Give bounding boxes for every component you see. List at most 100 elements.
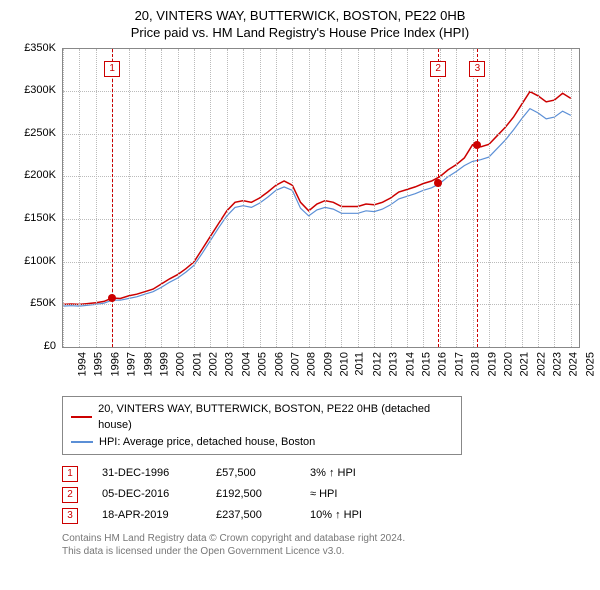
gridline-v: [79, 49, 80, 347]
gridline-v: [161, 49, 162, 347]
x-tick-label: 2025: [584, 352, 596, 376]
gridline-h: [63, 91, 579, 92]
event-date: 18-APR-2019: [102, 505, 192, 526]
y-axis-labels: £0£50K£100K£150K£200K£250K£300K£350K: [12, 48, 60, 348]
title-line2: Price paid vs. HM Land Registry's House …: [12, 25, 588, 42]
gridline-v: [178, 49, 179, 347]
event-row: 1 31-DEC-1996 £57,500 3% ↑ HPI: [62, 463, 588, 484]
gridline-v: [210, 49, 211, 347]
y-tick-label: £0: [44, 340, 56, 352]
x-axis-labels: 1994 1995 1996 1997 1998 1999 2000 2001 2002 2003…: [62, 348, 580, 390]
x-tick-label: 2020: [502, 352, 514, 376]
event-marker: 2: [430, 61, 446, 77]
event-number-box: 2: [62, 487, 78, 503]
chart-area: £0£50K£100K£150K£200K£250K£300K£350K 123…: [12, 48, 588, 390]
x-tick-label: 2009: [322, 352, 334, 376]
chart-title: 20, VINTERS WAY, BUTTERWICK, BOSTON, PE2…: [12, 8, 588, 42]
event-marker: 3: [469, 61, 485, 77]
gridline-v: [276, 49, 277, 347]
event-row: 2 05-DEC-2016 £192,500 ≈ HPI: [62, 484, 588, 505]
x-tick-label: 1997: [126, 352, 138, 376]
gridline-v: [374, 49, 375, 347]
gridline-h: [63, 176, 579, 177]
legend-swatch: [71, 416, 92, 418]
x-tick-label: 1996: [109, 352, 121, 376]
x-tick-label: 2011: [354, 352, 366, 376]
x-tick-label: 2008: [306, 352, 318, 376]
footnote-line2: This data is licensed under the Open Gov…: [62, 545, 588, 558]
x-tick-label: 2017: [453, 352, 465, 376]
gridline-v: [423, 49, 424, 347]
gridline-v: [194, 49, 195, 347]
x-tick-label: 2000: [175, 352, 187, 376]
gridline-h: [63, 262, 579, 263]
x-tick-label: 1998: [142, 352, 154, 376]
x-tick-label: 2014: [404, 352, 416, 376]
gridline-v: [407, 49, 408, 347]
legend-row: 20, VINTERS WAY, BUTTERWICK, BOSTON, PE2…: [71, 401, 453, 434]
event-number-box: 3: [62, 508, 78, 524]
legend-swatch: [71, 441, 93, 443]
event-dot: [434, 179, 442, 187]
event-delta: 3% ↑ HPI: [310, 463, 400, 484]
event-delta: 10% ↑ HPI: [310, 505, 400, 526]
gridline-v: [538, 49, 539, 347]
legend-label: 20, VINTERS WAY, BUTTERWICK, BOSTON, PE2…: [98, 401, 453, 434]
gridline-v: [260, 49, 261, 347]
gridline-v: [309, 49, 310, 347]
event-line: [438, 49, 439, 347]
x-tick-label: 2007: [289, 352, 301, 376]
event-price: £237,500: [216, 505, 286, 526]
gridline-v: [554, 49, 555, 347]
y-tick-label: £50K: [30, 297, 56, 309]
gridline-v: [129, 49, 130, 347]
gridline-h: [63, 219, 579, 220]
x-tick-label: 2002: [208, 352, 220, 376]
gridline-v: [145, 49, 146, 347]
event-date: 31-DEC-1996: [102, 463, 192, 484]
events-table: 1 31-DEC-1996 £57,500 3% ↑ HPI 2 05-DEC-2016 £…: [62, 463, 588, 526]
gridline-v: [325, 49, 326, 347]
event-dot: [473, 141, 481, 149]
title-line1: 20, VINTERS WAY, BUTTERWICK, BOSTON, PE2…: [12, 8, 588, 25]
plot-region: 123: [62, 48, 580, 348]
gridline-v: [341, 49, 342, 347]
x-tick-label: 2016: [437, 352, 449, 376]
gridline-v: [473, 49, 474, 347]
x-tick-label: 2003: [224, 352, 236, 376]
x-tick-label: 2001: [191, 352, 203, 376]
event-dot: [108, 294, 116, 302]
x-tick-label: 2006: [273, 352, 285, 376]
gridline-v: [391, 49, 392, 347]
event-date: 05-DEC-2016: [102, 484, 192, 505]
gridline-v: [571, 49, 572, 347]
gridline-v: [243, 49, 244, 347]
event-price: £57,500: [216, 463, 286, 484]
gridline-v: [96, 49, 97, 347]
footnote: Contains HM Land Registry data © Crown c…: [62, 532, 588, 558]
event-delta: ≈ HPI: [310, 484, 400, 505]
x-tick-label: 2005: [257, 352, 269, 376]
x-tick-label: 2015: [420, 352, 432, 376]
x-tick-label: 2019: [486, 352, 498, 376]
legend-label: HPI: Average price, detached house, Bost…: [99, 434, 315, 451]
x-tick-label: 2018: [470, 352, 482, 376]
y-tick-label: £200K: [24, 169, 56, 181]
footnote-line1: Contains HM Land Registry data © Crown c…: [62, 532, 588, 545]
y-tick-label: £250K: [24, 127, 56, 139]
legend-row: HPI: Average price, detached house, Bost…: [71, 434, 453, 451]
x-tick-label: 2013: [388, 352, 400, 376]
gridline-v: [227, 49, 228, 347]
x-tick-label: 2004: [240, 352, 252, 376]
x-tick-label: 1994: [76, 352, 88, 376]
series-property: [63, 91, 571, 304]
x-tick-label: 1995: [93, 352, 105, 376]
x-tick-label: 1999: [158, 352, 170, 376]
event-number-box: 1: [62, 466, 78, 482]
event-price: £192,500: [216, 484, 286, 505]
gridline-v: [358, 49, 359, 347]
gridline-h: [63, 134, 579, 135]
y-tick-label: £300K: [24, 84, 56, 96]
gridline-v: [522, 49, 523, 347]
x-tick-label: 2021: [519, 352, 531, 376]
